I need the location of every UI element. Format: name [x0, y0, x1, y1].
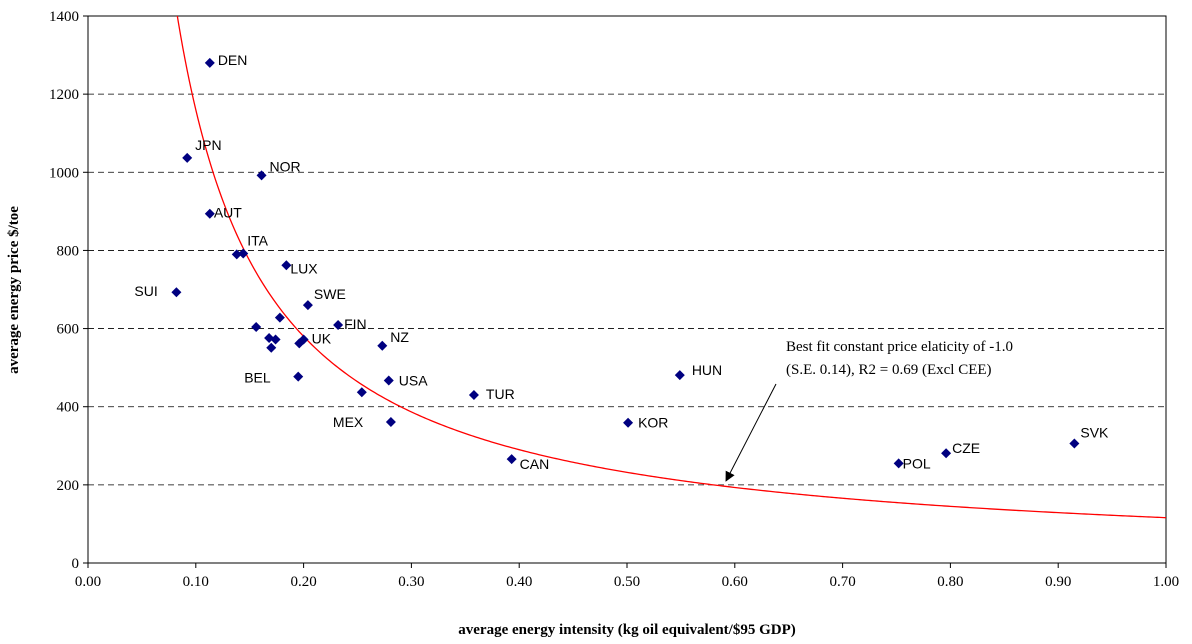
point-label: NZ [390, 329, 409, 345]
x-axis-ticks: 0.00 0.10 0.20 0.30 0.40 0.50 0.60 0.70 0.80 0.90… [75, 563, 1179, 590]
data-point [238, 248, 249, 259]
x-tick-label: 0.10 [183, 574, 209, 590]
point-label: CZE [952, 440, 980, 456]
x-tick-label: 0.70 [829, 574, 855, 590]
x-tick-label: 1.00 [1153, 574, 1179, 590]
data-point [468, 389, 479, 400]
data-points [171, 57, 1080, 469]
y-axis-title: average energy price $/toe [6, 206, 22, 374]
point-label: FIN [344, 316, 367, 332]
data-point [231, 249, 242, 260]
data-point [293, 371, 304, 382]
point-label: KOR [638, 415, 668, 431]
x-tick-label: 0.60 [722, 574, 748, 590]
point-labels: DEN JPN NOR AUT ITA LUX SUI SWE FIN UK NZ HUN BEL USA… [134, 52, 1109, 472]
data-point [302, 300, 313, 311]
y-tick-label: 1400 [49, 9, 79, 25]
data-point [941, 448, 952, 459]
data-point [266, 342, 277, 353]
point-label: NOR [270, 158, 301, 174]
annotation-arrow [725, 383, 777, 482]
annotation-line-1: Best fit constant price elaticity of -1.… [786, 339, 1013, 355]
point-label: MEX [333, 414, 364, 430]
data-point [623, 417, 634, 428]
annotation-line-2: (S.E. 0.14), R2 = 0.69 (Excl CEE) [786, 362, 992, 378]
point-label: BEL [244, 370, 271, 386]
y-axis-ticks: 0 200 400 600 800 1000 1200 1400 [49, 9, 88, 572]
point-label: DEN [218, 52, 248, 68]
x-tick-label: 0.90 [1045, 574, 1071, 590]
data-point [383, 375, 394, 386]
y-tick-label: 400 [57, 400, 80, 416]
x-tick-label: 0.40 [506, 574, 532, 590]
x-axis-title: average energy intensity (kg oil equival… [458, 622, 795, 638]
x-tick-label: 0.80 [937, 574, 963, 590]
point-label: POL [903, 455, 931, 471]
point-label: LUX [290, 260, 318, 276]
data-point [270, 334, 281, 345]
x-tick-label: 0.20 [290, 574, 316, 590]
point-label: SUI [134, 283, 157, 299]
plot-area [87, 15, 1167, 564]
data-point [356, 387, 367, 398]
point-label: JPN [195, 137, 221, 153]
data-point [674, 370, 685, 381]
data-point [204, 208, 215, 219]
y-tick-label: 1200 [49, 87, 79, 103]
data-point [182, 152, 193, 163]
data-point [294, 338, 305, 349]
point-label: ITA [247, 233, 268, 249]
point-label: TUR [486, 386, 515, 402]
data-point [281, 260, 292, 271]
point-label: UK [312, 331, 332, 347]
best-fit-curve [176, 16, 1166, 519]
point-label: AUT [214, 205, 242, 221]
x-tick-label: 0.00 [75, 574, 101, 590]
point-label: SWE [314, 286, 346, 302]
data-point [274, 312, 285, 323]
y-tick-label: 1000 [49, 165, 79, 181]
point-label: USA [399, 373, 428, 389]
y-tick-label: 800 [57, 243, 80, 259]
data-point [251, 322, 262, 333]
data-point [506, 454, 517, 465]
y-tick-label: 0 [72, 556, 80, 572]
data-point [893, 458, 904, 469]
data-point [1069, 438, 1080, 449]
data-point [385, 416, 396, 427]
x-tick-label: 0.30 [398, 574, 424, 590]
data-point [377, 340, 388, 351]
point-label: CAN [520, 456, 550, 472]
point-label: HUN [692, 362, 722, 378]
point-label: SVK [1080, 424, 1109, 440]
data-point [333, 320, 344, 331]
y-tick-label: 600 [57, 322, 80, 338]
data-point [171, 287, 182, 298]
data-point [204, 57, 215, 68]
y-tick-label: 200 [57, 478, 80, 494]
x-tick-label: 0.50 [614, 574, 640, 590]
data-point [256, 170, 267, 181]
